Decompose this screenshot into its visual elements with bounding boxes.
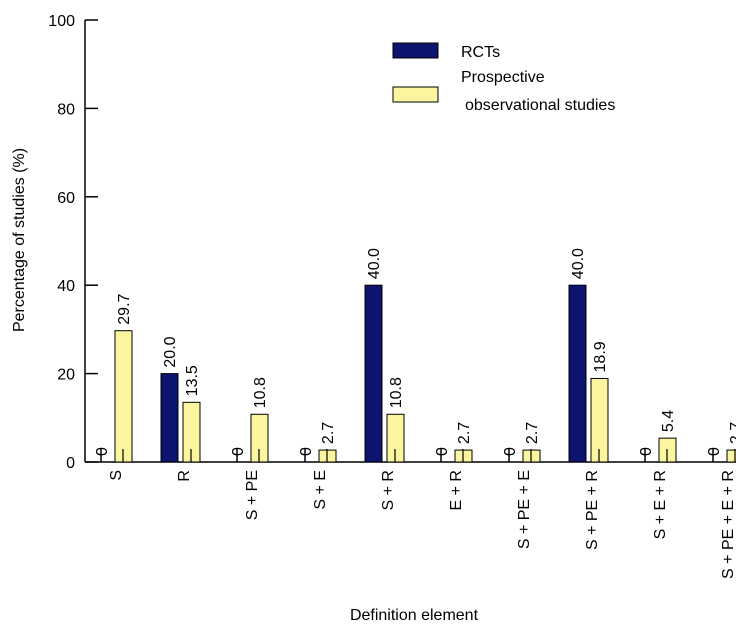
y-tick-label: 20 [57, 367, 75, 384]
x-tick-label: R [176, 470, 193, 482]
data-label-prospective: 10.8 [252, 377, 269, 408]
data-label-rcts: 0 [434, 447, 451, 456]
data-label-rcts: 0 [706, 447, 723, 456]
data-label-rcts: 20.0 [162, 336, 179, 367]
y-tick-label: 40 [57, 278, 75, 295]
bar-prospective [114, 330, 133, 463]
data-label-prospective: 2.7 [320, 422, 337, 444]
data-label-prospective: 10.8 [388, 377, 405, 408]
y-tick-label: 0 [66, 455, 75, 472]
data-label-rcts: 40.0 [366, 248, 383, 279]
data-label-prospective: 13.5 [184, 365, 201, 396]
data-label-rcts: 0 [230, 447, 247, 456]
y-axis-label: Percentage of studies (%) [11, 148, 28, 332]
data-label-rcts: 0 [502, 447, 519, 456]
data-label-prospective: 2.7 [728, 422, 736, 444]
data-label-rcts: 0 [94, 447, 111, 456]
legend-swatch-prospective [392, 86, 439, 103]
data-label-prospective: 18.9 [592, 341, 609, 372]
x-tick-label: S [108, 470, 125, 481]
x-tick-label: S + E [312, 470, 329, 510]
bar-rcts [160, 373, 179, 463]
data-label-prospective: 2.7 [456, 422, 473, 444]
x-tick-label: S + PE + R [584, 470, 601, 550]
x-axis-label: Definition element [350, 607, 479, 624]
bar-rcts [364, 284, 383, 463]
data-label-rcts: 0 [298, 447, 315, 456]
y-tick-label: 60 [57, 190, 75, 207]
data-label-prospective: 29.7 [116, 293, 133, 324]
data-label-prospective: 2.7 [524, 422, 541, 444]
legend-label-prospective: Prospective observational studies [461, 69, 615, 114]
x-tick-label: S + R [380, 470, 397, 510]
data-label-rcts: 40.0 [570, 248, 587, 279]
bar-rcts [568, 284, 587, 463]
x-tick-label: S + PE + E [516, 470, 533, 549]
data-label-prospective: 5.4 [660, 410, 677, 432]
x-tick-label: S + PE + E + R [720, 470, 736, 579]
legend-label-rcts: RCTs [461, 44, 500, 61]
x-tick-label: S + PE [244, 470, 261, 520]
y-tick-label: 100 [48, 13, 75, 30]
data-label-rcts: 0 [638, 447, 655, 456]
x-tick-label: E + R [448, 470, 465, 510]
x-tick-label: S + E + R [652, 470, 669, 539]
y-tick-label: 80 [57, 101, 75, 118]
legend-swatch-rcts [392, 42, 439, 59]
